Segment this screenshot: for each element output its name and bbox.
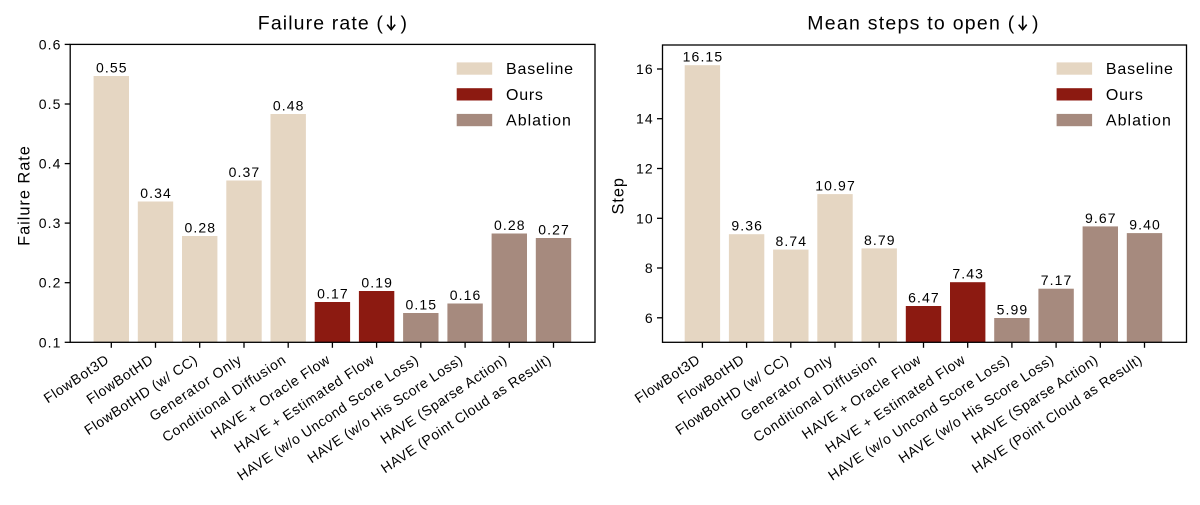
svg-text:0.55: 0.55 xyxy=(96,59,128,75)
svg-text:0.48: 0.48 xyxy=(273,97,305,113)
svg-text:0.1: 0.1 xyxy=(39,334,62,350)
svg-text:0.5: 0.5 xyxy=(39,96,62,112)
svg-text:6.47: 6.47 xyxy=(908,289,940,305)
svg-text:16: 16 xyxy=(636,61,654,77)
svg-text:0.17: 0.17 xyxy=(317,285,349,301)
svg-text:8.79: 8.79 xyxy=(864,232,896,248)
svg-text:0.34: 0.34 xyxy=(140,185,172,201)
svg-text:0.27: 0.27 xyxy=(538,221,570,237)
svg-text:0.6: 0.6 xyxy=(39,36,62,52)
svg-text:8: 8 xyxy=(645,260,654,276)
svg-text:0.2: 0.2 xyxy=(39,275,62,291)
svg-text:0.4: 0.4 xyxy=(39,156,62,172)
svg-text:Step: Step xyxy=(610,177,628,214)
svg-text:9.40: 9.40 xyxy=(1129,217,1161,233)
svg-text:10: 10 xyxy=(636,210,654,226)
svg-text:10.97: 10.97 xyxy=(815,178,856,194)
svg-text:0.3: 0.3 xyxy=(39,215,62,231)
svg-text:12: 12 xyxy=(636,161,654,177)
svg-text:Baseline: Baseline xyxy=(1106,61,1174,78)
svg-text:6: 6 xyxy=(645,310,654,326)
svg-text:Failure Rate: Failure Rate xyxy=(16,145,34,246)
svg-text:5.99: 5.99 xyxy=(997,301,1029,317)
svg-text:9.67: 9.67 xyxy=(1085,210,1117,226)
svg-text:9.36: 9.36 xyxy=(731,218,763,234)
svg-text:Ours: Ours xyxy=(506,87,544,104)
svg-text:): ) xyxy=(401,13,408,35)
svg-text:0.28: 0.28 xyxy=(494,217,526,233)
svg-text:7.17: 7.17 xyxy=(1041,272,1073,288)
svg-text:Failure rate (: Failure rate ( xyxy=(258,13,384,35)
svg-text:8.74: 8.74 xyxy=(776,233,808,249)
svg-text:0.28: 0.28 xyxy=(184,219,216,235)
svg-text:0.19: 0.19 xyxy=(361,274,393,290)
svg-text:): ) xyxy=(1032,13,1039,35)
svg-text:0.16: 0.16 xyxy=(450,287,482,303)
svg-text:0.37: 0.37 xyxy=(229,164,261,180)
svg-text:Ablation: Ablation xyxy=(1106,113,1172,130)
svg-text:14: 14 xyxy=(636,111,654,127)
svg-text:7.43: 7.43 xyxy=(952,266,984,282)
svg-text:0.15: 0.15 xyxy=(406,296,438,312)
svg-text:Mean steps to open (: Mean steps to open ( xyxy=(807,13,1015,35)
svg-text:Ablation: Ablation xyxy=(506,113,572,130)
svg-text:16.15: 16.15 xyxy=(683,49,724,65)
svg-text:Baseline: Baseline xyxy=(506,61,574,78)
svg-text:Ours: Ours xyxy=(1106,87,1144,104)
